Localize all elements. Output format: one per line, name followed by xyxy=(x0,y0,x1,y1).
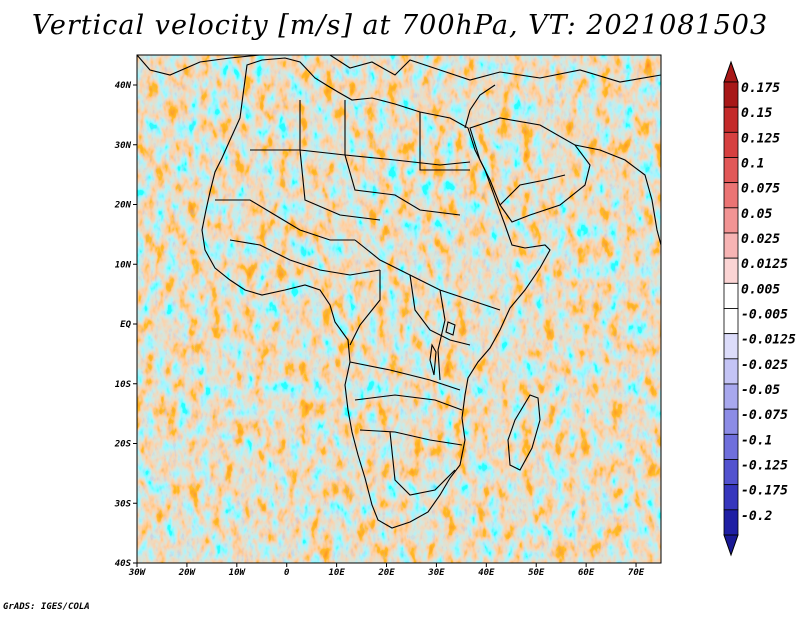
colorbar-swatch xyxy=(723,207,739,234)
colorbar-swatch xyxy=(723,308,739,335)
colorbar-swatch xyxy=(723,81,739,108)
lat-tick-label: 30S xyxy=(114,499,132,509)
colorbar-swatch xyxy=(723,433,739,460)
colorbar-swatch xyxy=(723,232,739,259)
colorbar-swatch xyxy=(723,257,739,284)
colorbar-swatch xyxy=(723,282,739,309)
latitude-tick-labels: 40N 30N 20N 10N EQ 10S 20S 30S 40S xyxy=(114,81,132,569)
colorbar-label: -0.175 xyxy=(741,484,788,499)
longitude-tick-labels: 30W 20W 10W 0 10E 20E 30E 40E 50E 60E 70E xyxy=(128,568,645,578)
colorbar-swatch xyxy=(723,358,739,385)
lat-tick-label: 20N xyxy=(114,201,132,211)
colorbar-bottom-arrow xyxy=(723,534,739,557)
colorbar-top-arrow xyxy=(723,60,739,83)
colorbar-label: -0.2 xyxy=(741,509,772,524)
colorbar-label: -0.125 xyxy=(741,459,788,474)
lon-tick-label: 70E xyxy=(628,568,645,578)
vertical-velocity-field xyxy=(137,55,661,563)
lon-tick-label: 10W xyxy=(229,568,247,578)
colorbar-label: 0.175 xyxy=(741,81,780,96)
colorbar-label: -0.1 xyxy=(741,433,772,448)
colorbar-label: -0.075 xyxy=(741,408,788,423)
lon-tick-label: 30E xyxy=(427,568,445,578)
lon-tick-label: 0 xyxy=(284,568,290,578)
colorbar-swatch xyxy=(723,182,739,209)
colorbar: 0.175 0.15 0.125 0.1 0.075 0.05 0.025 0.0125 0.0… xyxy=(723,60,796,557)
plot-frame xyxy=(136,54,662,564)
colorbar-swatch xyxy=(723,131,739,158)
lon-tick-label: 40E xyxy=(478,568,495,578)
lon-tick-label: 20E xyxy=(377,568,395,578)
colorbar-swatch xyxy=(723,157,739,184)
colorbar-label: 0.15 xyxy=(741,106,772,121)
colorbar-swatch xyxy=(723,106,739,133)
lon-tick-label: 30W xyxy=(128,568,147,578)
lat-tick-label: EQ xyxy=(120,320,131,330)
axis-ticks xyxy=(133,84,637,567)
colorbar-label: 0.075 xyxy=(741,182,780,197)
lon-tick-label: 50E xyxy=(528,568,545,578)
map-title: Vertical velocity [m/s] at 700hPa, VT: 2… xyxy=(31,10,769,41)
colorbar-swatch xyxy=(723,459,739,486)
lat-tick-label: 10S xyxy=(115,380,132,390)
colorbar-label: 0.0125 xyxy=(741,257,788,272)
colorbar-label: -0.005 xyxy=(741,308,788,323)
coastline-and-borders xyxy=(137,55,661,529)
colorbar-label: 0.025 xyxy=(741,232,780,247)
lat-tick-label: 20S xyxy=(114,440,132,450)
colorbar-swatch xyxy=(723,509,739,536)
lat-tick-label: 40S xyxy=(115,559,132,569)
colorbar-swatch xyxy=(723,333,739,360)
colorbar-swatch xyxy=(723,383,739,410)
colorbar-label: 0.05 xyxy=(741,207,772,222)
colorbar-label: 0.005 xyxy=(741,282,780,297)
colorbar-label: -0.025 xyxy=(741,358,788,373)
lon-tick-label: 20W xyxy=(178,568,197,578)
grads-credit: GrADS: IGES/COLA xyxy=(3,602,90,612)
lat-tick-label: 10N xyxy=(115,260,132,270)
lat-tick-label: 40N xyxy=(115,81,132,91)
colorbar-label: -0.0125 xyxy=(741,333,796,348)
lon-tick-label: 60E xyxy=(578,568,595,578)
colorbar-label: -0.05 xyxy=(741,383,780,398)
colorbar-label: 0.1 xyxy=(741,157,764,172)
colorbar-label: 0.125 xyxy=(741,131,780,146)
lon-tick-label: 10E xyxy=(328,568,345,578)
colorbar-swatch xyxy=(723,408,739,435)
colorbar-swatch xyxy=(723,484,739,511)
lat-tick-label: 30N xyxy=(114,141,132,151)
